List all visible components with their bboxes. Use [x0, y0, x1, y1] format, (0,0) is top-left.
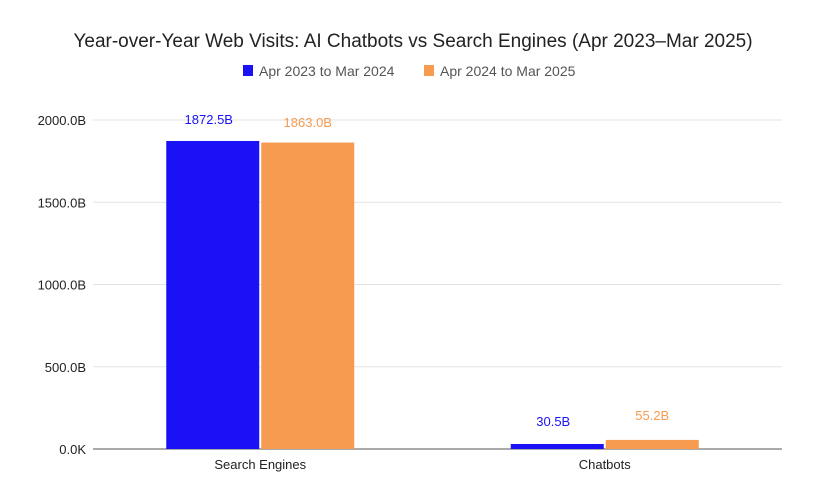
y-tick-label: 1500.0B	[38, 195, 86, 210]
legend-swatch	[424, 65, 434, 76]
data-label: 1863.0B	[284, 115, 332, 130]
legend-label: Apr 2024 to Mar 2025	[440, 63, 576, 79]
data-label: 30.5B	[536, 414, 570, 429]
bar	[261, 142, 355, 449]
y-tick-label: 1000.0B	[38, 278, 86, 293]
data-label: 1872.5B	[185, 112, 233, 127]
legend-label: Apr 2023 to Mar 2024	[259, 63, 395, 79]
y-tick-label: 0.0K	[59, 442, 86, 457]
bar	[605, 439, 699, 449]
gridlines: 0.0K 500.0B 1000.0B 1500.0B 2000.0B	[38, 113, 782, 457]
chart-title: Year-over-Year Web Visits: AI Chatbots v…	[73, 31, 752, 52]
bars	[166, 140, 699, 449]
x-tick-label: Search Engines	[214, 457, 306, 472]
bar	[166, 140, 260, 449]
data-label: 55.2B	[635, 408, 669, 423]
labels: 1872.5B 1863.0B Search Engines 30.5B 55.2B Ch…	[185, 112, 670, 472]
legend: Apr 2023 to Mar 2024 Apr 2024 to Mar 2025	[243, 63, 576, 79]
y-tick-label: 2000.0B	[38, 113, 86, 128]
x-tick-label: Chatbots	[579, 457, 632, 472]
y-tick-label: 500.0B	[45, 360, 86, 375]
bar	[510, 443, 604, 449]
legend-swatch	[243, 65, 253, 76]
